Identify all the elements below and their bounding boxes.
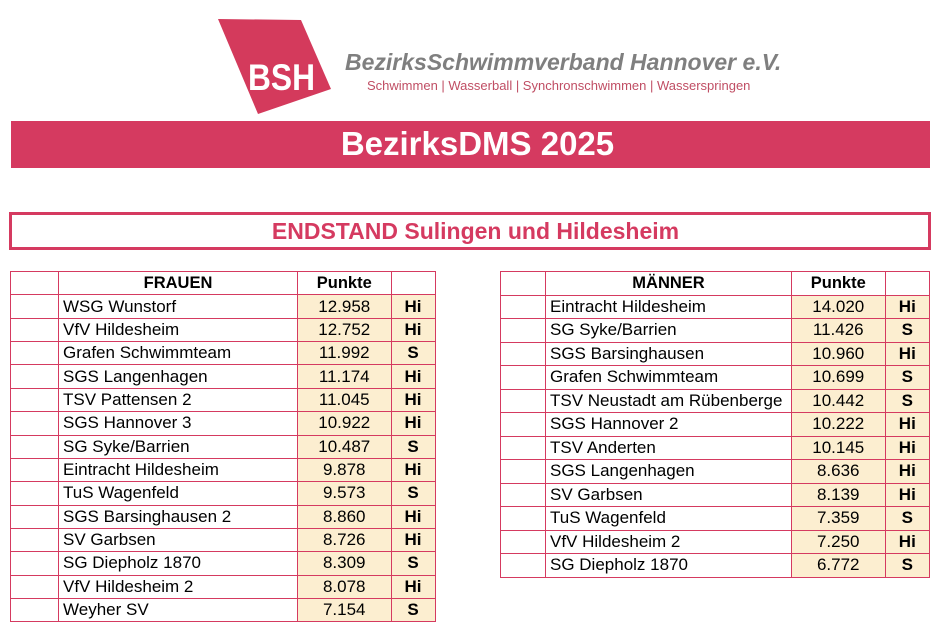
svg-text:BSH: BSH <box>248 57 315 98</box>
